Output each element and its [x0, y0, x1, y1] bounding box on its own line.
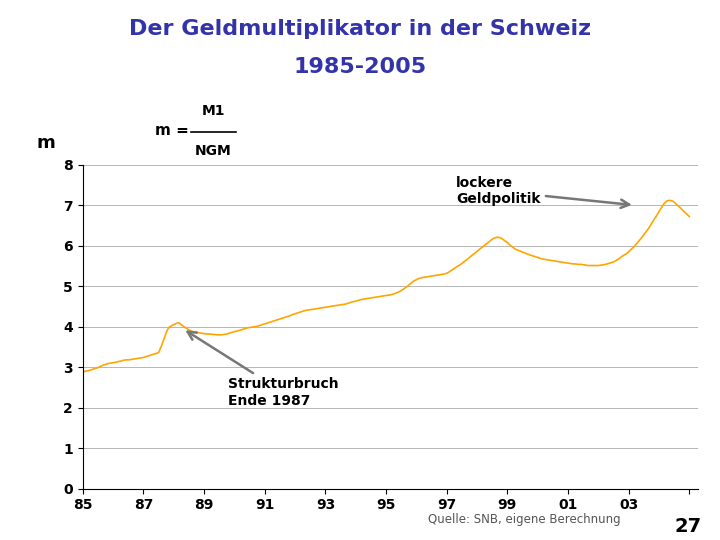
Text: lockere
Geldpolitik: lockere Geldpolitik [456, 176, 629, 208]
Text: Quelle: SNB, eigene Berechnung: Quelle: SNB, eigene Berechnung [428, 514, 621, 526]
Text: 1985-2005: 1985-2005 [294, 57, 426, 77]
Text: m =: m = [156, 124, 194, 138]
Text: NGM: NGM [195, 144, 232, 158]
Text: Der Geldmultiplikator in der Schweiz: Der Geldmultiplikator in der Schweiz [129, 19, 591, 39]
Text: m: m [37, 134, 55, 152]
Text: M1: M1 [202, 104, 225, 118]
Text: 27: 27 [675, 517, 702, 536]
Text: Strukturbruch
Ende 1987: Strukturbruch Ende 1987 [188, 332, 339, 408]
